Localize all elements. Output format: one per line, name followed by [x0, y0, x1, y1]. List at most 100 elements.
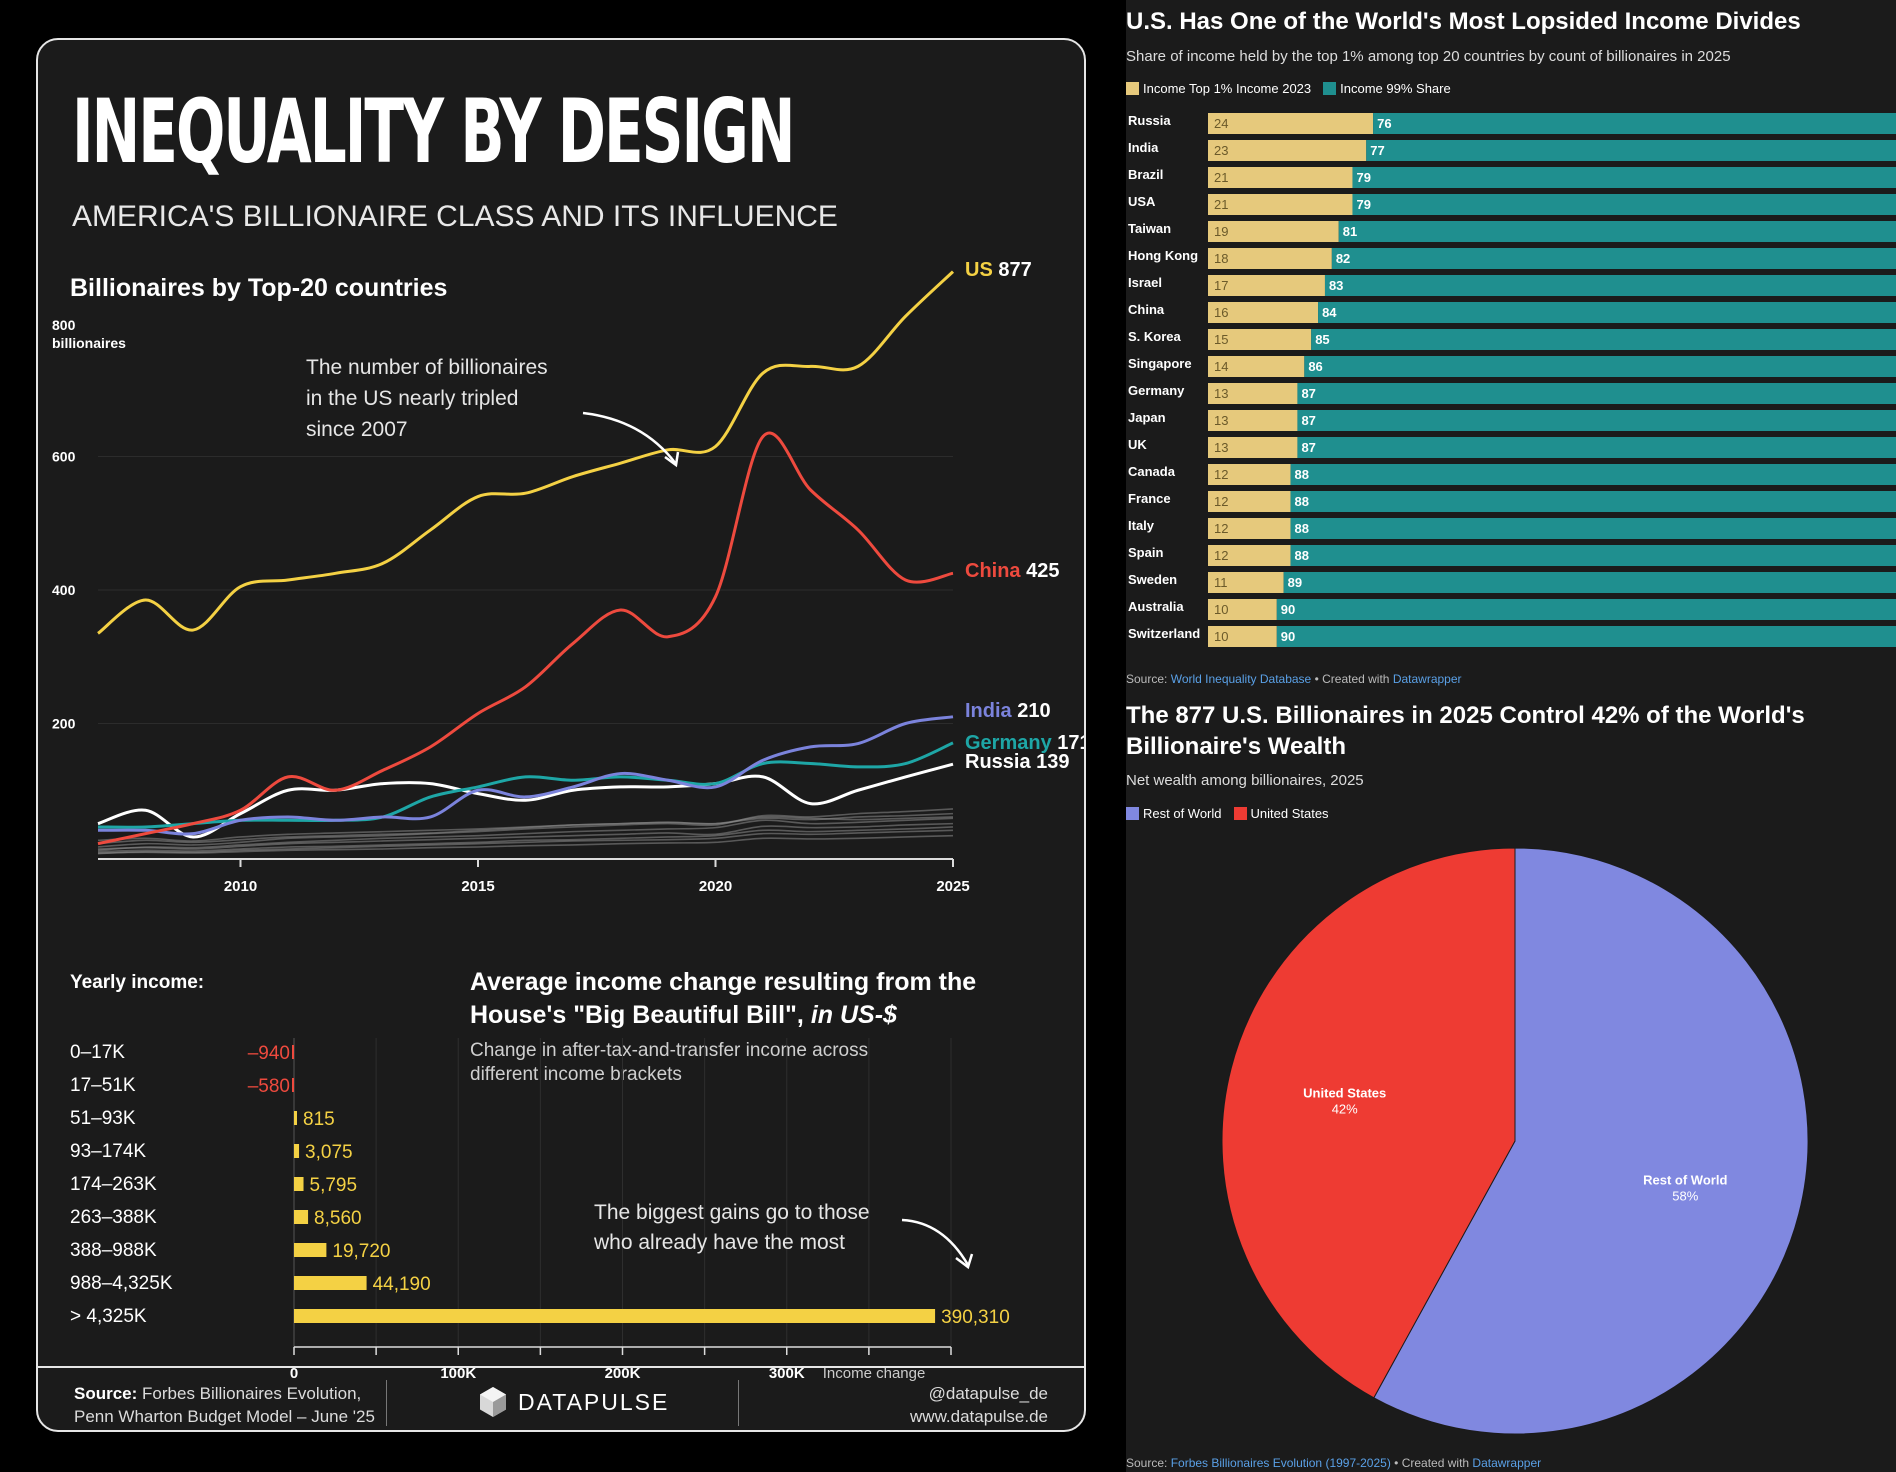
- bbb-title-suffix: in US-$: [810, 1001, 897, 1029]
- datawrapper-link-2[interactable]: Datawrapper: [1472, 1456, 1542, 1470]
- top1-value-label: 12: [1214, 494, 1228, 509]
- line-label-name-china: China: [965, 560, 1021, 583]
- datawrapper-link[interactable]: Datawrapper: [1392, 672, 1462, 686]
- income-divide-panel: U.S. Has One of the World's Most Lopside…: [1126, 0, 1896, 700]
- top1-value-label: 23: [1214, 143, 1228, 158]
- y-tick-label: 200: [52, 716, 76, 732]
- annotation-arrow: [582, 411, 677, 465]
- top1-value-label: 17: [1214, 278, 1228, 293]
- annotation-arrowhead: [664, 451, 680, 468]
- background-series-line-5: [97, 822, 954, 850]
- background-series-group: [97, 808, 954, 855]
- bar-99: [1290, 464, 1896, 485]
- income-divide-legend: Income Top 1% Income 2023 Income 99% Sha…: [1126, 81, 1451, 96]
- bar-99: [1311, 329, 1896, 350]
- bar-99: [1352, 167, 1896, 188]
- line-label-value-us: 877: [992, 258, 1032, 281]
- source-label: Source:: [74, 1384, 138, 1403]
- top1-value-label: 13: [1214, 440, 1228, 455]
- bar-category-label: 17–51K: [70, 1075, 136, 1096]
- bar-top1: [1208, 221, 1339, 242]
- wealth-share-legend: Rest of World United States: [1126, 806, 1329, 821]
- stack-category-label: Taiwan: [1128, 221, 1171, 236]
- website-link[interactable]: www.datapulse.de: [910, 1407, 1048, 1426]
- top1-value-label: 19: [1214, 224, 1228, 239]
- bar-value-label: 815: [303, 1109, 335, 1130]
- stack-category-label: S. Korea: [1128, 329, 1182, 344]
- bbb-chart-title: Average income change resulting from the…: [470, 966, 990, 1032]
- bar-category-label: 988–4,325K: [70, 1273, 173, 1294]
- bar-value-label: 44,190: [373, 1274, 431, 1295]
- background-series-line-6: [97, 812, 954, 842]
- bar-category-label: 174–263K: [70, 1174, 157, 1195]
- y-tick-label: 400: [52, 582, 76, 598]
- bar-x-axis-label: Income change: [823, 1365, 926, 1382]
- income-divide-created-with: • Created with: [1314, 672, 1390, 686]
- bar-value-label: 3,075: [305, 1142, 353, 1163]
- bbb-chart-subtitle: Change in after-tax-and-transfer income …: [470, 1040, 869, 1085]
- line-chart-title: Billionaires by Top-20 countries: [70, 274, 448, 302]
- top1-value-label: 12: [1214, 467, 1228, 482]
- x-tick-label: 2010: [224, 878, 257, 895]
- bar-category-label: 0–17K: [70, 1042, 125, 1063]
- bar-top1: [1208, 518, 1291, 539]
- 99-value-label: 87: [1301, 440, 1315, 455]
- bar-value-label: 390,310: [941, 1307, 1010, 1328]
- gains-arrow: [901, 1218, 974, 1270]
- legend-label-99: Income 99% Share: [1340, 81, 1451, 96]
- series-line-russia: [97, 762, 954, 839]
- bar-top1: [1208, 167, 1353, 188]
- page-title: INEQUALITY BY DESIGN: [72, 80, 795, 183]
- 99-value-label: 90: [1281, 602, 1295, 617]
- bar-99: [1338, 221, 1896, 242]
- bar-99: [1297, 383, 1896, 404]
- top1-value-label: 24: [1214, 116, 1228, 131]
- stack-category-label: Spain: [1128, 545, 1163, 560]
- bar-x-tick-label: 300K: [769, 1365, 805, 1382]
- bar-top1: [1208, 491, 1291, 512]
- line-label-india: India 210: [965, 700, 1051, 723]
- bar-top1: [1208, 356, 1305, 377]
- 99-value-label: 85: [1315, 332, 1329, 347]
- source-link-wid[interactable]: World Inequality Database: [1170, 672, 1312, 686]
- 99-value-label: 89: [1288, 575, 1302, 590]
- top1-value-label: 13: [1214, 386, 1228, 401]
- top1-value-label: 10: [1214, 602, 1228, 617]
- line-label-name-russia: Russia: [965, 751, 1031, 774]
- biggest-gains-annotation: The biggest gains go to those who alread…: [594, 1201, 870, 1254]
- bar-value-label: –940: [248, 1043, 290, 1064]
- source-text-2: Penn Wharton Budget Model – June '25: [74, 1407, 375, 1426]
- bar-top1: [1208, 194, 1353, 215]
- footer-divider-1: [386, 1380, 387, 1426]
- source-note: Source: Forbes Billionaires Evolution, P…: [74, 1382, 375, 1428]
- stack-category-label: Russia: [1128, 113, 1171, 128]
- top1-value-label: 16: [1214, 305, 1228, 320]
- income-bar: [294, 1309, 936, 1323]
- stack-category-label: USA: [1128, 194, 1156, 209]
- wealth-share-title: The 877 U.S. Billionaires in 2025 Contro…: [1126, 702, 1805, 760]
- bar-99: [1352, 194, 1896, 215]
- bar-top1: [1208, 113, 1374, 134]
- line-label-us: US 877: [965, 259, 1032, 282]
- bar-top1: [1208, 383, 1298, 404]
- bar-99: [1304, 356, 1896, 377]
- line-label-value-china: 425: [1020, 560, 1060, 583]
- income-divide-source: Source: World Inequality Database • Crea…: [1126, 672, 1462, 686]
- bar-99: [1276, 599, 1896, 620]
- series-line-india: [97, 715, 954, 836]
- bar-99: [1366, 140, 1896, 161]
- social-handle[interactable]: @datapulse_de: [928, 1384, 1048, 1403]
- contact-info: @datapulse_de www.datapulse.de: [910, 1382, 1048, 1428]
- source-link-forbes[interactable]: Forbes Billionaires Evolution (1997-2025…: [1170, 1456, 1391, 1470]
- legend-item-rest: Rest of World: [1126, 806, 1222, 821]
- top1-value-label: 21: [1214, 197, 1228, 212]
- x-tick-label: 2020: [699, 878, 732, 895]
- 99-value-label: 87: [1301, 413, 1315, 428]
- top1-value-label: 21: [1214, 170, 1228, 185]
- 99-value-label: 81: [1343, 224, 1357, 239]
- legend-swatch-top1: [1126, 82, 1139, 95]
- pie-slice-percent: 42%: [1332, 1101, 1358, 1116]
- stack-category-label: India: [1128, 140, 1159, 155]
- bar-value-label: 19,720: [332, 1241, 390, 1262]
- income-bar: [294, 1276, 367, 1290]
